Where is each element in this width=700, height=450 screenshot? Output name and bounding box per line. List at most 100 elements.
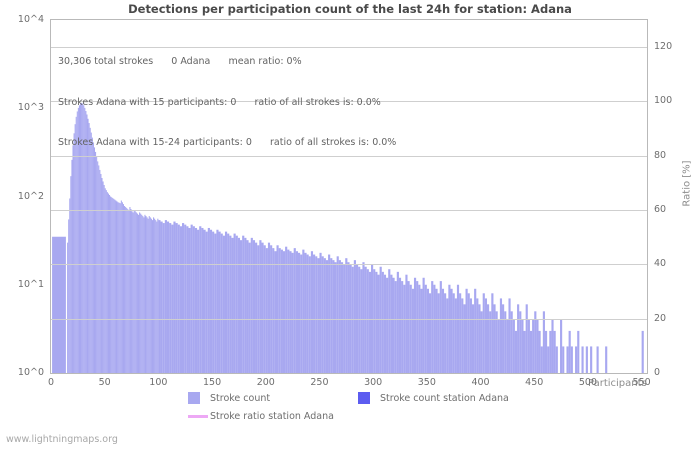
histogram-bar <box>108 195 111 373</box>
histogram-bar <box>87 118 89 373</box>
histogram-bar <box>377 274 380 373</box>
histogram-bar <box>375 271 378 373</box>
histogram-bar <box>134 211 136 373</box>
x-axis-tick-label: 500 <box>578 377 597 388</box>
histogram-bar <box>140 213 142 373</box>
histogram-bar <box>166 221 170 373</box>
legend-label-stroke-count-station: Stroke count station Adana <box>380 393 509 404</box>
histogram-bar <box>131 211 133 373</box>
histogram-bar <box>401 281 404 373</box>
histogram-bar <box>192 226 195 373</box>
legend-item-stroke-count[interactable]: Stroke count <box>188 392 358 408</box>
histogram-bar <box>351 266 354 373</box>
histogram-bar <box>173 221 176 373</box>
histogram-bar <box>135 212 137 373</box>
histogram-bar <box>81 102 83 373</box>
footer-watermark: www.lightningmaps.org <box>6 434 118 445</box>
histogram-bar <box>77 107 79 373</box>
histogram-bar <box>117 202 119 373</box>
histogram-bar <box>98 165 100 373</box>
histogram-bar <box>446 298 449 373</box>
histogram-bar <box>575 346 578 373</box>
histogram-bar <box>216 229 219 373</box>
histogram-bar <box>566 346 569 373</box>
histogram-bar <box>100 173 102 373</box>
histogram-bar <box>255 242 258 373</box>
y-axis-right-tick-label: 100 <box>654 95 673 107</box>
x-axis-tick-label: 150 <box>203 377 222 388</box>
histogram-bar <box>562 346 565 373</box>
histogram-bar <box>188 227 191 373</box>
histogram-bar <box>313 254 316 373</box>
histogram-bar <box>85 111 87 373</box>
histogram-bar <box>139 212 141 373</box>
histogram-bar <box>486 304 490 373</box>
histogram-bar <box>437 293 440 373</box>
histogram-bar <box>73 133 75 373</box>
histogram-bar <box>474 288 477 373</box>
histogram-bar <box>145 216 147 373</box>
histogram-bar <box>450 288 453 373</box>
legend-item-stroke-count-station[interactable]: Stroke count station Adana <box>358 392 558 408</box>
histogram-bar <box>119 203 121 373</box>
histogram-bar <box>231 237 234 373</box>
y-axis-left-tick-label: 10^3 <box>17 102 44 114</box>
histogram-bar <box>125 207 127 373</box>
gridline <box>51 264 647 266</box>
histogram-bar <box>102 181 104 373</box>
histogram-bar <box>540 346 543 373</box>
histogram-bar <box>207 227 210 373</box>
histogram-bar <box>484 298 487 373</box>
histogram-bar <box>319 252 322 373</box>
histogram-bar <box>538 330 541 373</box>
histogram-bar <box>201 227 204 373</box>
histogram-bar <box>641 330 644 373</box>
annotation-line-1: 30,306 total strokes 0 Adana mean ratio:… <box>58 56 302 67</box>
histogram-bar <box>388 269 391 373</box>
histogram-bar <box>502 304 505 373</box>
histogram-bar <box>360 269 363 373</box>
histogram-bar <box>340 262 344 373</box>
histogram-bar <box>555 346 558 373</box>
histogram-bar <box>132 212 134 373</box>
annotation-block: 30,306 total strokes 0 Adana mean ratio:… <box>58 28 396 177</box>
histogram-bar <box>471 304 475 373</box>
histogram-bar <box>347 262 350 373</box>
histogram-bar <box>517 304 520 373</box>
histogram-bar <box>512 319 515 373</box>
legend-item-stroke-ratio-station[interactable]: Stroke ratio station Adana <box>188 410 388 426</box>
histogram-bar <box>386 277 389 373</box>
histogram-bar <box>75 116 77 373</box>
histogram-bar <box>439 281 442 373</box>
histogram-bar <box>338 260 341 373</box>
histogram-bar <box>452 293 455 373</box>
histogram-bar <box>605 346 608 373</box>
histogram-bar <box>353 260 356 373</box>
histogram-bar <box>237 237 240 373</box>
legend-label-stroke-ratio-station: Stroke ratio station Adana <box>210 411 334 422</box>
histogram-bar <box>71 159 73 373</box>
histogram-bar <box>527 319 530 373</box>
y-axis-right-tick-label: 0 <box>654 367 661 378</box>
histogram-bar <box>300 254 303 373</box>
x-axis-label: Participants <box>588 378 647 389</box>
histogram-bar <box>267 242 271 373</box>
histogram-bar <box>285 246 288 373</box>
histogram-bar <box>362 262 365 373</box>
histogram-bar <box>79 103 82 373</box>
histogram-bar <box>495 311 498 373</box>
x-axis-tick-label: 550 <box>632 377 651 388</box>
histogram-bar <box>480 311 483 373</box>
histogram-bar <box>278 248 281 373</box>
histogram-bar <box>409 284 412 373</box>
histogram-bar <box>146 217 148 373</box>
histogram-bar <box>83 105 85 373</box>
gridline <box>51 210 647 212</box>
histogram-bar <box>101 178 103 373</box>
histogram-bars <box>52 102 644 373</box>
histogram-bar <box>542 311 545 373</box>
histogram-bar <box>99 169 101 373</box>
histogram-bar <box>529 330 533 373</box>
histogram-bar <box>212 231 215 373</box>
histogram-bar <box>411 288 414 373</box>
